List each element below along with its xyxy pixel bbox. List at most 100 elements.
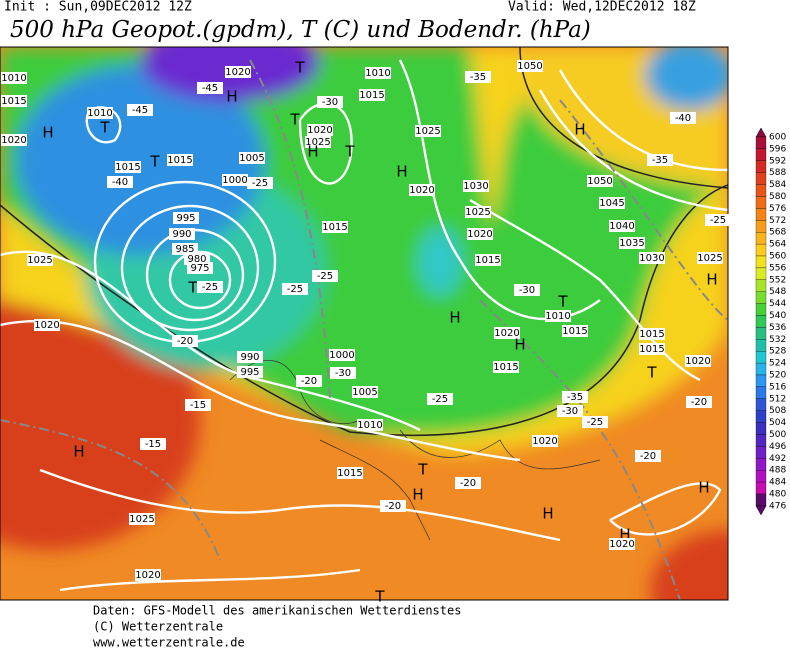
- colorbar-tick-label: 516: [769, 382, 786, 392]
- contour-label: 1020: [225, 67, 250, 78]
- contour-label: 1050: [587, 176, 612, 187]
- contour-label: 1015: [493, 362, 518, 373]
- colorbar-tick-label: 480: [769, 490, 786, 500]
- contour-label: -25: [710, 215, 726, 226]
- label-box: [307, 124, 333, 136]
- colorbar-tick-label: 532: [769, 335, 786, 345]
- label-box: [1, 95, 27, 107]
- colorbar-swatch: [755, 208, 767, 221]
- pressure-center: T: [646, 364, 657, 382]
- colorbar-swatch: [755, 470, 767, 483]
- label-box: [172, 243, 198, 255]
- contour-label: 1010: [357, 420, 382, 431]
- pressure-center: T: [187, 279, 198, 297]
- label-box: [639, 343, 665, 355]
- label-box: [647, 154, 673, 166]
- label-box: [305, 136, 331, 148]
- label-box: [87, 107, 113, 119]
- colorbar-tick-label: 528: [769, 347, 786, 357]
- contour-label: 1015: [639, 344, 664, 355]
- label-box: [169, 228, 195, 240]
- label-box: [135, 569, 161, 581]
- colorbar-tick-label: 572: [769, 216, 786, 226]
- pressure-center: H: [396, 163, 407, 181]
- contour-label: 980: [187, 254, 206, 265]
- pressure-center: T: [344, 143, 355, 161]
- pressure-center: T: [149, 153, 160, 171]
- colorbar-tick-label: 568: [769, 228, 786, 238]
- pressure-center: H: [42, 124, 53, 142]
- label-box: [185, 399, 211, 411]
- contour-label: 1035: [619, 238, 644, 249]
- label-box: [337, 467, 363, 479]
- colorbar-swatch: [755, 446, 767, 459]
- colorbar-swatch: [755, 410, 767, 423]
- colorbar-swatch: [755, 339, 767, 352]
- contour-label: 1025: [415, 126, 440, 137]
- contour-label: 1030: [639, 253, 664, 264]
- label-box: [352, 386, 378, 398]
- colorbar-arrow: [755, 127, 767, 138]
- label-box: [322, 221, 348, 233]
- contour-label: 1025: [697, 253, 722, 264]
- label-box: [465, 206, 491, 218]
- colorbar-tick-label: 560: [769, 252, 786, 262]
- colorbar-swatch: [755, 303, 767, 316]
- colorbar-swatch: [755, 422, 767, 435]
- contour-label: 985: [175, 244, 194, 255]
- label-box: [1, 134, 27, 146]
- label-box: [197, 281, 223, 293]
- contour-label: -30: [335, 368, 351, 379]
- label-box: [330, 367, 356, 379]
- colorbar-swatch: [755, 136, 767, 150]
- colorbar-swatch: [755, 481, 767, 495]
- contour-label: 1015: [359, 90, 384, 101]
- colorbar-swatch: [755, 315, 767, 328]
- contour-label: 1020: [494, 328, 519, 339]
- colorbar-tick-label: 536: [769, 323, 786, 333]
- contour-label: -25: [432, 394, 448, 405]
- contour-label: 1015: [115, 162, 140, 173]
- colorbar-tick-label: 556: [769, 263, 786, 273]
- label-box: [562, 391, 588, 403]
- contour-label: -20: [691, 397, 707, 408]
- colorbar-tick-label: 500: [769, 430, 786, 440]
- contour-label: 1025: [305, 137, 330, 148]
- contour-label: 1040: [609, 221, 634, 232]
- contour-label: 1020: [409, 185, 434, 196]
- label-box: [380, 500, 406, 512]
- colorbar-swatch: [755, 172, 767, 185]
- contour-label: -30: [322, 97, 338, 108]
- label-box: [129, 513, 155, 525]
- contour-label: -45: [202, 83, 218, 94]
- pressure-center: T: [294, 59, 305, 77]
- colorbar-swatch: [755, 220, 767, 233]
- contour-label: 1000: [222, 175, 247, 186]
- colorbar-tick-label: 488: [769, 466, 786, 476]
- contour-label: -25: [317, 271, 333, 282]
- contour-label: 1025: [465, 207, 490, 218]
- colorbar-tick-label: 520: [769, 371, 786, 381]
- pressure-center: H: [619, 526, 630, 544]
- colorbar-swatch: [755, 351, 767, 364]
- contour-label: -30: [519, 285, 535, 296]
- pressure-center: T: [557, 293, 568, 311]
- contour-label: 1020: [467, 229, 492, 240]
- colorbar-tick-label: 580: [769, 192, 786, 202]
- contour-label: 1015: [337, 468, 362, 479]
- colorbar-tick-label: 548: [769, 287, 786, 297]
- label-box: [173, 212, 199, 224]
- colorbar-tick-label: 508: [769, 406, 786, 416]
- colorbar-swatch: [755, 362, 767, 376]
- label-box: [685, 355, 711, 367]
- colorbar-swatch: [755, 434, 767, 447]
- pressure-center: T: [374, 588, 385, 606]
- label-box: [167, 154, 193, 166]
- label-box: [1, 72, 27, 84]
- contour-label: -20: [177, 336, 193, 347]
- colorbar-swatch: [755, 267, 767, 280]
- contour-label: -35: [567, 392, 583, 403]
- contour-label: -30: [562, 406, 578, 417]
